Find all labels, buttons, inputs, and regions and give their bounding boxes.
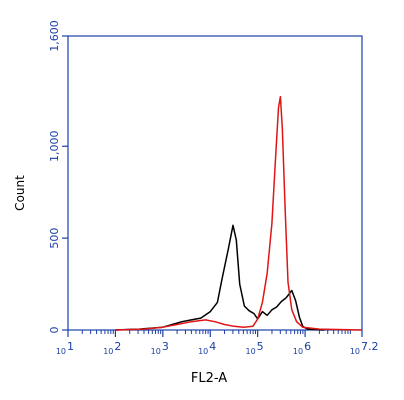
x-tick-label: 10: [103, 347, 113, 356]
y-tick-label: 1,600: [48, 20, 61, 52]
x-tick-label-exponent: 5: [257, 340, 264, 353]
x-tick-label-exponent: 7.2: [361, 340, 379, 353]
series-line-1: [115, 224, 325, 331]
x-tick-label: 10: [198, 347, 208, 356]
y-tick-label: 500: [48, 228, 61, 249]
x-tick-label-exponent: 3: [162, 340, 169, 353]
x-axis-label: FL2-A: [191, 371, 227, 386]
x-tick-label-exponent: 4: [209, 340, 216, 353]
y-tick-label: 1,000: [48, 131, 61, 163]
x-tick-label: 10: [293, 347, 303, 356]
x-tick-label: 10: [245, 347, 255, 356]
y-tick-label: 0: [48, 327, 61, 334]
x-tick-label-exponent: 2: [114, 340, 121, 353]
x-tick-label-exponent: 1: [67, 340, 74, 353]
series-layer: [115, 95, 363, 331]
x-tick-label-exponent: 6: [304, 340, 311, 353]
x-tick-label: 10: [350, 347, 360, 356]
x-tick-label: 10: [56, 347, 66, 356]
plot-frame: [67, 35, 363, 331]
y-axis-label: Count: [13, 175, 27, 211]
series-line-2: [115, 95, 363, 331]
x-tick-label: 10: [151, 347, 161, 356]
